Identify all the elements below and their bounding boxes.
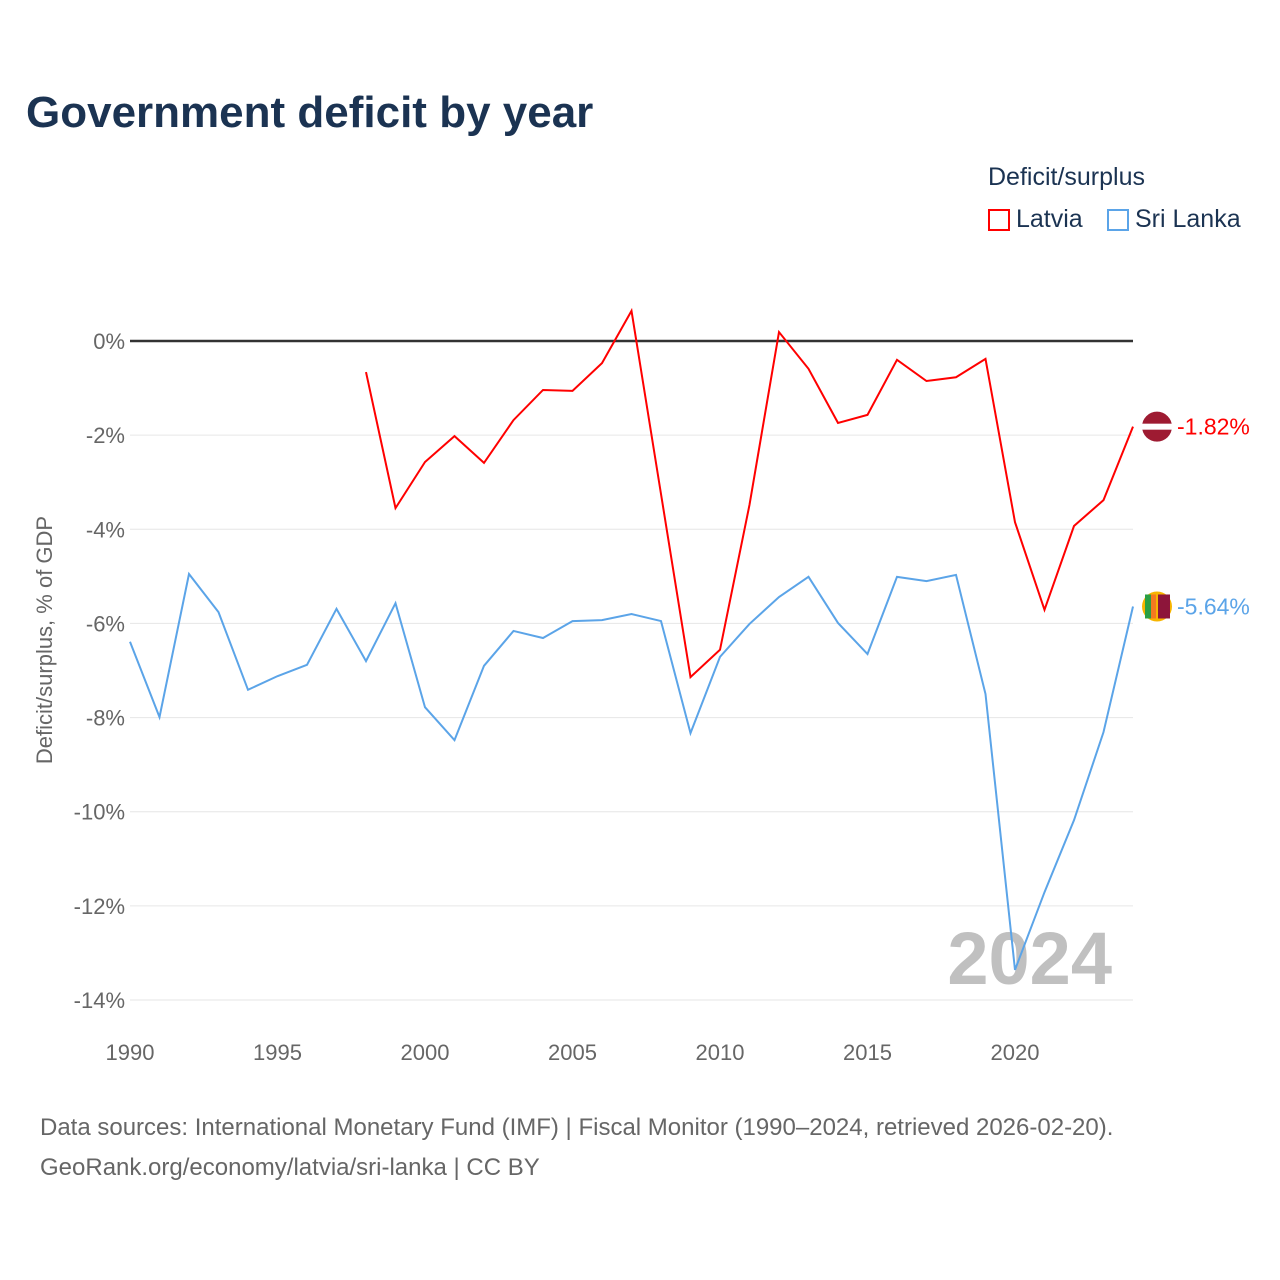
y-tick-label: -4% <box>86 517 125 542</box>
flag-green-stripe <box>1145 594 1151 619</box>
y-tick-label: -2% <box>86 423 125 448</box>
flag-maroon-field <box>1158 594 1170 619</box>
y-tick-label: -12% <box>74 894 125 919</box>
x-tick-label: 2000 <box>401 1040 450 1065</box>
source-text: Data sources: International Monetary Fun… <box>40 1114 1114 1141</box>
legend-swatch <box>988 208 1010 231</box>
chart-title: Government deficit by year <box>26 88 594 137</box>
x-tick-label: 1990 <box>106 1040 155 1065</box>
legend-item-latvia[interactable]: Latvia <box>988 205 1083 234</box>
y-tick-label: -10% <box>74 800 125 825</box>
series-line-sri-lanka <box>129 571 1134 971</box>
footer: Data sources: International Monetary Fun… <box>40 1108 1113 1188</box>
x-tick-label: 2010 <box>696 1040 745 1065</box>
legend-swatch <box>1107 208 1129 231</box>
y-tick-label: -8% <box>86 706 125 731</box>
source-url[interactable]: GeoRank.org/economy/latvia/sri-lanka | C… <box>40 1154 540 1181</box>
y-axis-label: Deficit/surplus, % of GDP <box>32 516 57 764</box>
end-value-label: -5.64% <box>1177 593 1250 619</box>
y-tick-label: 0% <box>93 329 125 354</box>
latvia-flag-stripe <box>1142 423 1172 430</box>
y-tick-label: -6% <box>86 611 125 636</box>
flag-orange-stripe <box>1151 594 1156 619</box>
legend-label: Sri Lanka <box>1135 205 1241 233</box>
legend-label: Latvia <box>1016 205 1083 233</box>
x-tick-label: 2020 <box>991 1040 1040 1065</box>
legend-item-sri-lanka[interactable]: Sri Lanka <box>1107 205 1241 234</box>
legend-title: Deficit/surplus <box>988 163 1145 191</box>
x-tick-label: 2015 <box>843 1040 892 1065</box>
series-line-latvia <box>365 307 1134 680</box>
x-tick-label: 1995 <box>253 1040 302 1065</box>
x-tick-label: 2005 <box>548 1040 597 1065</box>
y-tick-label: -14% <box>74 988 125 1013</box>
end-value-label: -1.82% <box>1177 414 1250 440</box>
